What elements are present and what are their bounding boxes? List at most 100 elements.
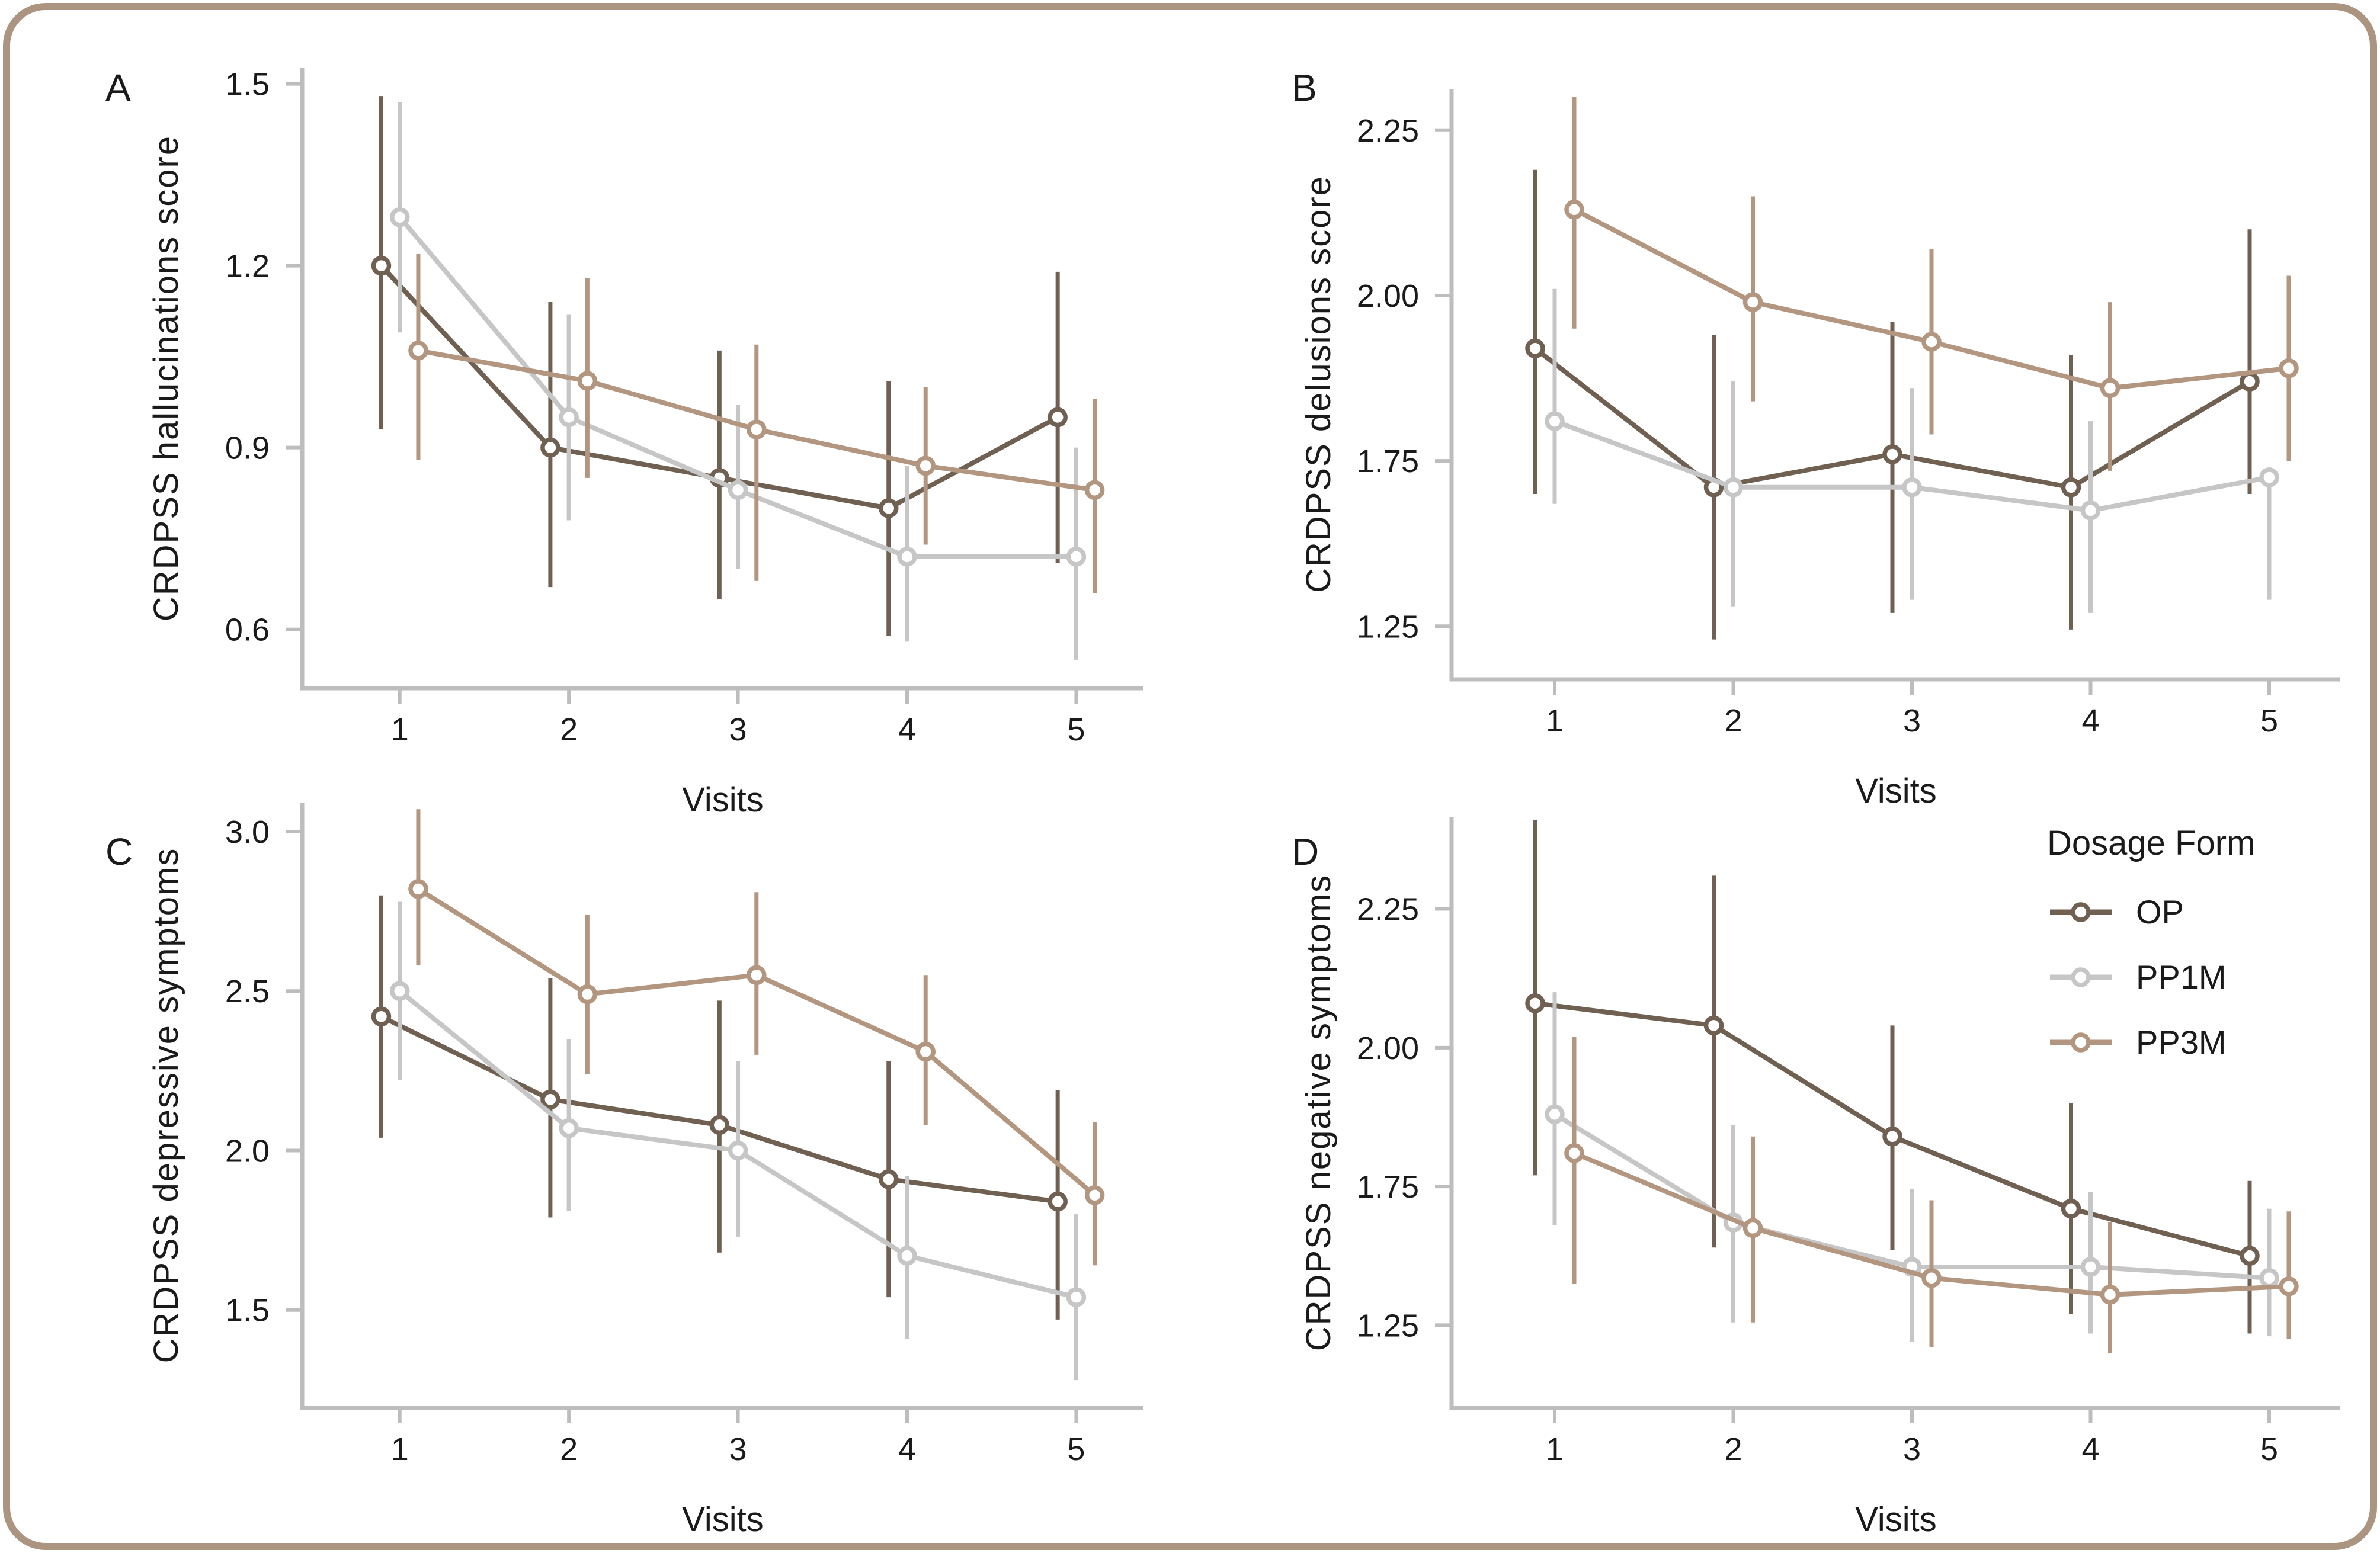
legend-item-label: OP [2136,893,2184,930]
y-tick-label: 1.75 [1357,444,1419,479]
data-point-marker [1742,292,1763,312]
legend-item-label: PP1M [2136,958,2227,996]
y-tick-label: 2.5 [225,974,270,1009]
axes: 2.25 2.00 1.75 1.25 1 2 3 4 5 [1357,89,2340,739]
data-point-marker [1742,1218,1763,1238]
data-point-marker [408,879,428,899]
data-point-marker [2240,1246,2260,1266]
x-axis-title: Visits [1855,772,1937,810]
data-point-marker [728,1140,748,1161]
y-axis-title: CRDPSS hallucinations score [147,135,185,621]
data-point-marker [1545,1104,1565,1125]
data-point-marker [1084,480,1105,500]
x-tick-label: 4 [898,712,916,747]
legend-item-pp1m: PP1M [2050,958,2227,996]
data-point-marker [559,407,579,428]
data-point-marker [2080,500,2101,521]
x-tick-label: 2 [1724,1432,1742,1467]
data-point-marker [2259,1268,2279,1288]
data-point-marker [2061,477,2081,498]
data-point-marker [878,498,899,518]
x-tick-label: 4 [2081,1432,2099,1467]
x-tick-label: 1 [391,712,409,747]
data-point-marker [389,981,410,1001]
data-point-marker [1921,1268,1942,1288]
data-point-marker [2100,378,2120,399]
data-point-marker [728,480,748,500]
x-tick-label: 2 [560,712,578,747]
x-tick-label: 1 [1546,703,1564,739]
panel-letter: C [105,830,133,873]
data-point-marker [1921,332,1942,352]
panel-a-hallucinations: 1.5 1.2 0.9 0.6 1 2 3 4 5 Visits CRDPSS hallucinat… [36,24,1179,819]
data-point-marker [2100,1285,2120,1305]
data-point-marker [408,341,428,361]
x-tick-label: 4 [2081,703,2099,739]
data-point-marker [1882,444,1902,464]
x-tick-label: 5 [1067,1432,1085,1467]
panel-letter: B [1292,66,1317,109]
data-point-marker [915,1041,936,1062]
data-point-marker [2061,1198,2081,1219]
data-point-marker [1048,1191,1068,1212]
data-point-marker [1882,1127,1902,1147]
y-axis-title: CRDPSS negative symptoms [1299,874,1338,1351]
x-tick-label: 3 [729,712,747,747]
data-point-marker [915,455,936,476]
data-point-marker [709,1115,730,1135]
data-point-marker [878,1169,899,1189]
x-tick-label: 1 [391,1432,409,1467]
y-tick-label: 1.5 [225,1293,270,1329]
data-point-marker [577,984,598,1005]
data-point-marker [1066,1287,1087,1307]
axes: 2.25 2.00 1.75 1.25 1 2 3 4 5 [1357,817,2340,1467]
data-point-marker [540,437,560,458]
data-point-marker [1066,547,1087,567]
data-point-marker [559,1118,579,1138]
data-point-marker [1545,411,1565,431]
y-tick-label: 0.9 [225,431,270,466]
chart-svg-panel-b: 2.25 2.00 1.75 1.25 1 2 3 4 5 Visits CRDPSS delusi… [1292,66,2340,810]
series-op [371,895,1068,1320]
data-point-marker [1564,1143,1584,1163]
data-point-marker [1525,993,1545,1013]
data-point-marker [2259,467,2279,487]
chart-svg-panel-d: 2.25 2.00 1.75 1.25 1 2 3 4 5 Visits CRDPSS negati… [1292,817,2340,1539]
data-point-marker [897,1246,917,1266]
axes: 1.5 1.2 0.9 0.6 1 2 3 4 5 [225,67,1143,747]
y-tick-label: 2.0 [225,1133,270,1169]
data-point-marker [1564,200,1584,220]
y-tick-label: 1.75 [1357,1169,1419,1205]
x-axis-title: Visits [682,1500,764,1539]
x-tick-label: 5 [1067,712,1085,747]
y-axis-title: CRDPSS delusions score [1299,175,1338,593]
y-axis-title: CRDPSS depressive symptoms [147,848,185,1363]
data-point-marker [1525,338,1545,359]
legend-marker-icon [2071,1032,2091,1053]
y-tick-label: 1.25 [1357,1308,1419,1343]
legend-item-label: PP3M [2136,1023,2227,1061]
data-point-marker [2279,1276,2299,1297]
legend: Dosage Form OP PP1M PP3M [2047,824,2255,1061]
chart-svg-panel-c: 3.0 2.5 2.0 1.5 1 2 3 4 5 Visits CRDPSS depressive… [105,803,1143,1539]
series-pp1m [389,901,1087,1381]
series-pp1m [1545,288,2279,613]
y-tick-label: 2.00 [1357,278,1419,314]
data-point-marker [540,1089,560,1110]
data-point-marker [1703,1015,1724,1036]
series-pp1m [1545,992,2279,1342]
data-point-marker [747,419,767,439]
x-tick-label: 5 [2260,1432,2278,1467]
legend-title: Dosage Form [2047,824,2255,862]
series-pp3m [408,809,1105,1266]
y-tick-label: 0.6 [225,612,270,648]
data-point-marker [2240,371,2260,392]
series-pp3m [1564,1037,2299,1353]
x-tick-label: 2 [560,1432,578,1467]
data-point-marker [1048,407,1068,428]
legend-marker-icon [2071,902,2091,922]
axes: 3.0 2.5 2.0 1.5 1 2 3 4 5 [225,803,1143,1467]
data-point-marker [1902,477,1922,498]
series-pp3m [408,254,1105,593]
